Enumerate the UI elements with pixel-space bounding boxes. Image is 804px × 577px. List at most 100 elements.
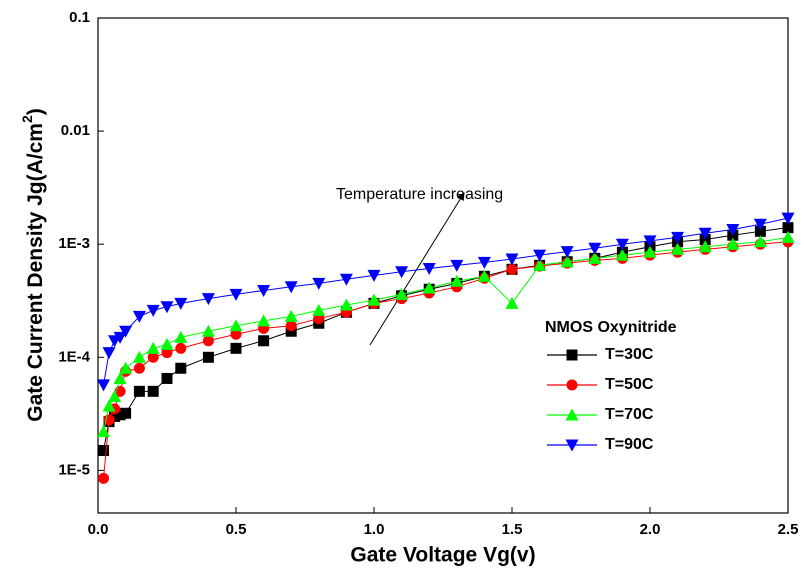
marker xyxy=(202,335,214,347)
marker xyxy=(175,362,187,374)
marker xyxy=(422,262,436,275)
marker xyxy=(698,227,712,240)
marker xyxy=(339,298,353,311)
marker xyxy=(588,242,602,255)
marker xyxy=(312,303,326,316)
marker xyxy=(450,259,464,272)
marker xyxy=(174,297,188,310)
marker xyxy=(615,238,629,251)
marker xyxy=(175,342,187,354)
marker xyxy=(119,325,133,338)
y-tick-label: 0.1 xyxy=(69,9,90,26)
marker xyxy=(108,390,122,403)
marker xyxy=(257,284,271,297)
marker xyxy=(132,310,146,323)
marker xyxy=(754,225,766,237)
marker xyxy=(230,328,242,340)
x-tick-label: 0.5 xyxy=(226,521,247,538)
marker xyxy=(113,331,127,344)
annotation-arrow xyxy=(369,192,465,346)
marker xyxy=(284,281,298,294)
marker xyxy=(202,351,214,363)
marker xyxy=(395,287,409,300)
marker xyxy=(450,274,464,287)
marker xyxy=(102,347,116,360)
plot-frame xyxy=(97,17,789,514)
y-tick-label: 1E-4 xyxy=(58,348,90,365)
marker xyxy=(120,407,132,419)
marker xyxy=(102,399,116,412)
marker xyxy=(132,350,146,363)
marker xyxy=(161,372,173,384)
marker xyxy=(533,249,547,262)
marker xyxy=(133,385,145,397)
marker xyxy=(726,223,740,236)
marker xyxy=(643,235,657,248)
marker xyxy=(422,281,436,294)
marker xyxy=(147,351,159,363)
marker xyxy=(753,218,767,231)
marker xyxy=(615,248,629,261)
marker xyxy=(119,361,133,374)
marker xyxy=(160,301,174,314)
marker xyxy=(781,230,795,243)
legend-marker xyxy=(566,349,578,361)
marker xyxy=(174,330,188,343)
marker xyxy=(395,266,409,279)
legend-marker xyxy=(565,439,579,452)
marker xyxy=(98,472,110,484)
marker xyxy=(698,240,712,253)
y-axis-label-text: Gate Current Density Jg(A/cm xyxy=(24,123,47,422)
marker xyxy=(97,379,111,392)
x-tick-label: 2.5 xyxy=(778,521,799,538)
y-axis-label-sup: 2 xyxy=(19,115,35,123)
marker xyxy=(230,342,242,354)
marker xyxy=(312,277,326,290)
legend-marker xyxy=(566,379,578,391)
marker xyxy=(533,258,547,271)
y-tick-label: 0.01 xyxy=(61,122,90,139)
marker xyxy=(284,309,298,322)
marker xyxy=(560,255,574,268)
marker xyxy=(146,304,160,317)
legend-label: T=70C xyxy=(605,406,654,423)
y-tick-label: 1E-5 xyxy=(58,461,90,478)
marker xyxy=(201,293,215,306)
marker xyxy=(505,296,519,309)
marker xyxy=(506,263,518,275)
marker xyxy=(147,385,159,397)
x-axis-label: Gate Voltage Vg(v) xyxy=(350,544,535,567)
marker xyxy=(258,335,270,347)
marker xyxy=(560,246,574,259)
legend-label: T=30C xyxy=(605,346,654,363)
marker xyxy=(505,253,519,266)
x-tick-label: 1.5 xyxy=(502,521,523,538)
marker xyxy=(113,371,127,384)
y-axis-label: Gate Current Density Jg(A/cm2) xyxy=(19,108,47,422)
x-tick-label: 0.0 xyxy=(88,521,109,538)
y-axis-label-suffix: ) xyxy=(24,108,47,115)
marker xyxy=(114,409,126,421)
legend-label: T=50C xyxy=(605,376,654,393)
marker xyxy=(133,362,145,374)
marker xyxy=(257,314,271,327)
marker xyxy=(782,222,794,234)
marker xyxy=(339,273,353,286)
marker xyxy=(726,237,740,250)
marker xyxy=(588,251,602,264)
marker xyxy=(97,425,111,438)
legend-label: T=90C xyxy=(605,436,654,453)
y-tick-label: 1E-3 xyxy=(58,235,90,252)
marker xyxy=(201,324,215,337)
marker xyxy=(367,269,381,282)
annotation: Temperature increasing xyxy=(336,186,503,203)
marker xyxy=(477,256,491,269)
marker xyxy=(643,245,657,258)
marker xyxy=(98,444,110,456)
marker xyxy=(146,341,160,354)
marker xyxy=(367,293,381,306)
legend-title: NMOS Oxynitride xyxy=(545,319,677,336)
marker xyxy=(671,242,685,255)
marker xyxy=(229,288,243,301)
x-tick-label: 1.0 xyxy=(364,521,385,538)
